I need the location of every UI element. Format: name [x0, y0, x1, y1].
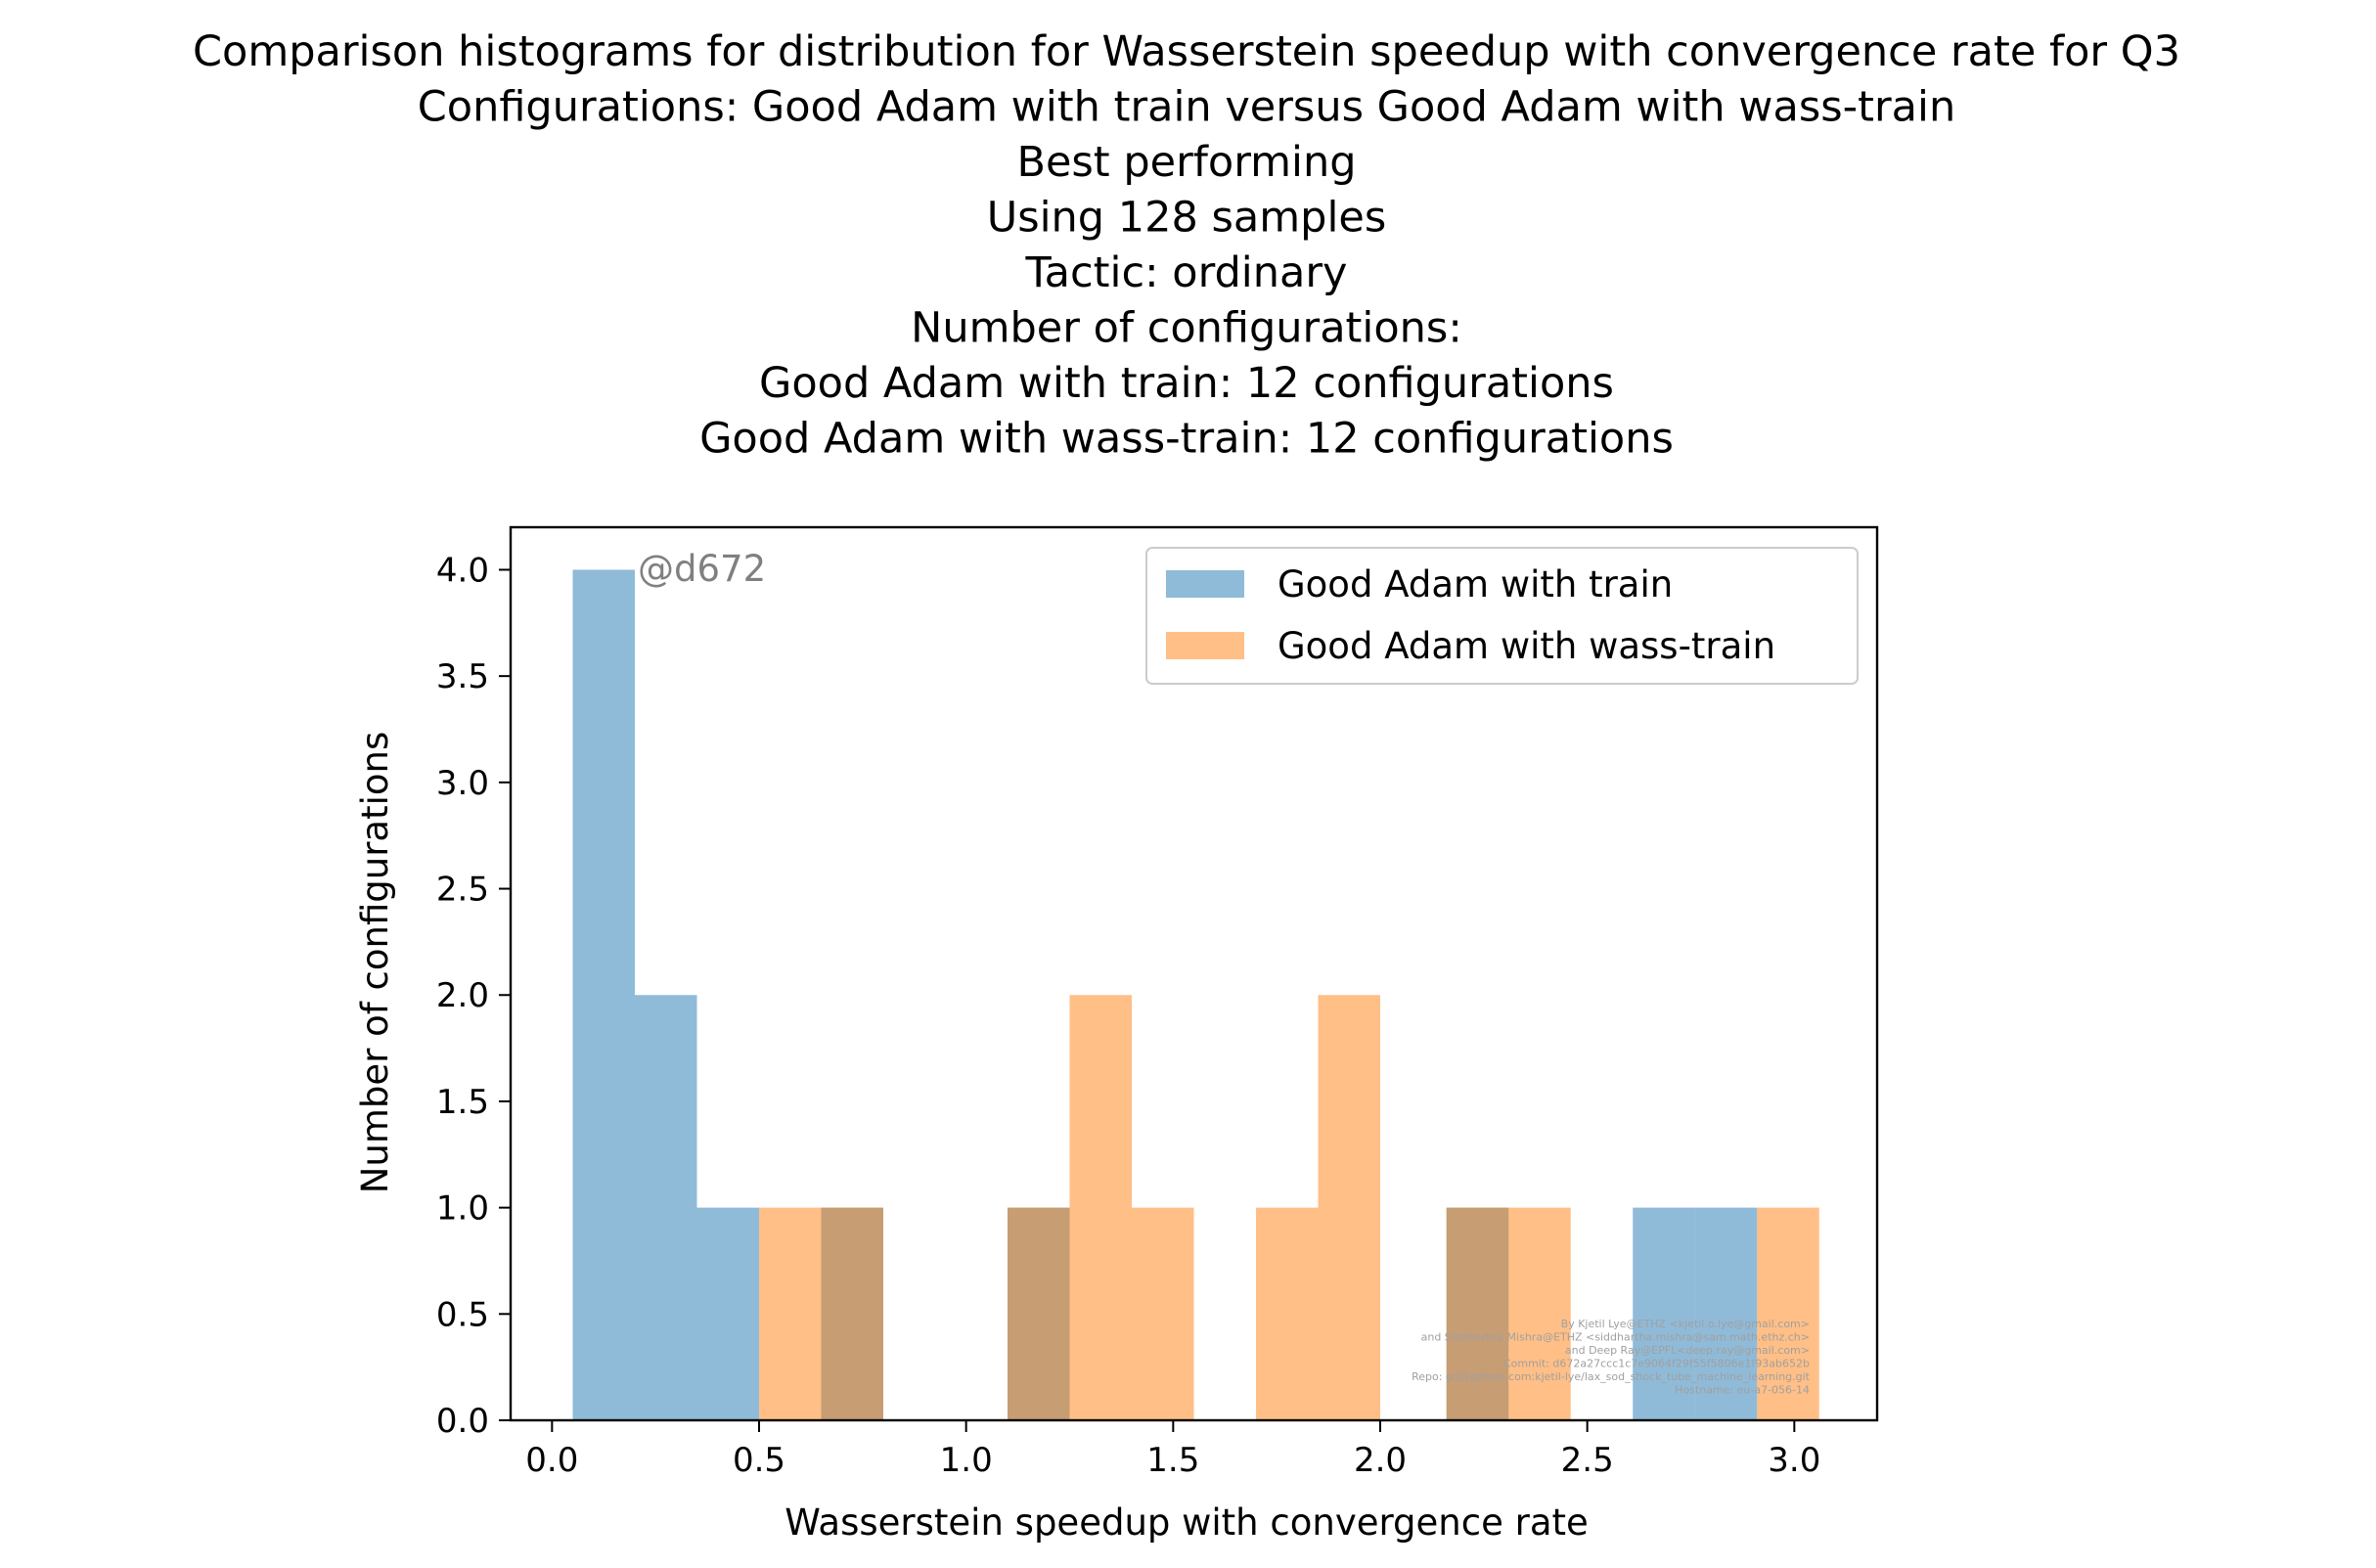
x-tick-label: 1.5 [1146, 1441, 1199, 1480]
y-tick-label: 2.0 [436, 976, 489, 1015]
credits-block: By Kjetil Lye@ETHZ <kjetil.o.lye@gmail.c… [1412, 1318, 1811, 1397]
y-tick-label: 4.0 [436, 551, 489, 590]
legend: Good Adam with train Good Adam with wass-… [1145, 547, 1859, 685]
credit-line-2: and Siddhartha Mishra@ETHZ <siddhartha.m… [1421, 1331, 1810, 1344]
bar-series-1-2 [635, 995, 697, 1420]
credit-line-3: and Deep Ray@EPFL<deep.ray@gmail.com> [1565, 1344, 1810, 1357]
title-line-7: Good Adam with train: 12 configurations [759, 359, 1614, 408]
x-axis-label: Wasserstein speedup with convergence rat… [785, 1501, 1589, 1544]
title-line-8: Good Adam with wass-train: 12 configurat… [699, 415, 1674, 464]
bar-series-2-3 [1008, 1207, 1070, 1420]
y-tick-label: 3.5 [436, 657, 489, 696]
title-line-6: Number of configurations: [911, 304, 1462, 353]
y-tick-label: 3.0 [436, 764, 489, 803]
commit-stamp: @d672 [638, 548, 766, 590]
legend-swatch-2 [1166, 632, 1244, 659]
title-line-4: Using 128 samples [987, 194, 1387, 243]
y-axis-label: Number of configurations [354, 732, 396, 1194]
credit-line-1: By Kjetil Lye@ETHZ <kjetil.o.lye@gmail.c… [1561, 1318, 1810, 1330]
title-line-1: Comparison histograms for distribution f… [193, 27, 2180, 76]
x-tick-label: 1.0 [940, 1441, 993, 1480]
credit-line-6: Hostname: eu-a7-056-14 [1675, 1384, 1810, 1397]
bar-series-2-8 [1446, 1207, 1509, 1420]
y-tick-label: 1.0 [436, 1189, 489, 1229]
y-tick-label: 2.5 [436, 871, 489, 910]
legend-label-2: Good Adam with wass-train [1278, 625, 1775, 667]
x-tick-label: 0.0 [525, 1441, 578, 1480]
legend-swatch-1 [1166, 570, 1244, 598]
chart-title: Comparison histograms for distribution f… [193, 27, 2180, 464]
x-axis: 0.0 0.5 1.0 1.5 2.0 2.5 3.0 [525, 1420, 1820, 1480]
legend-box [1145, 547, 1859, 685]
x-tick-label: 2.0 [1354, 1441, 1407, 1480]
bar-series-1-1 [572, 569, 635, 1420]
bar-series-2-5 [1132, 1207, 1194, 1420]
x-tick-label: 2.5 [1561, 1441, 1614, 1480]
credit-line-5: Repo: git@github.com:kjetil-lye/lax_sod_… [1412, 1370, 1811, 1383]
bar-series-2-9 [1508, 1207, 1571, 1420]
credit-line-4: Commit: d672a27ccc1c7e9064f29f55f5806e1f… [1503, 1358, 1810, 1370]
bar-series-2-4 [1069, 995, 1132, 1420]
y-tick-label: 0.0 [436, 1402, 489, 1441]
bar-series-1-7 [1633, 1207, 1695, 1420]
bar-series-1-8 [1694, 1207, 1758, 1420]
bar-series-2-1 [759, 1207, 822, 1420]
bar-series-2-2 [821, 1207, 883, 1420]
y-tick-label: 1.5 [436, 1083, 489, 1122]
y-tick-label: 0.5 [436, 1295, 489, 1334]
title-line-3: Best performing [1016, 138, 1356, 187]
legend-label-1: Good Adam with train [1278, 563, 1673, 605]
x-tick-label: 0.5 [733, 1441, 785, 1480]
bar-series-1-3 [696, 1207, 759, 1420]
bar-series-2-6 [1256, 1207, 1319, 1420]
title-line-5: Tactic: ordinary [1025, 248, 1348, 297]
bar-series-2-7 [1318, 995, 1380, 1420]
bar-series-2-10 [1757, 1207, 1819, 1420]
histogram-bars [572, 569, 1819, 1420]
y-axis: 0.0 0.5 1.0 1.5 2.0 2.5 3.0 3.5 4.0 [436, 551, 511, 1441]
title-line-2: Configurations: Good Adam with train ver… [418, 83, 1955, 132]
plot-frame [509, 525, 1879, 1422]
x-tick-label: 3.0 [1768, 1441, 1820, 1480]
